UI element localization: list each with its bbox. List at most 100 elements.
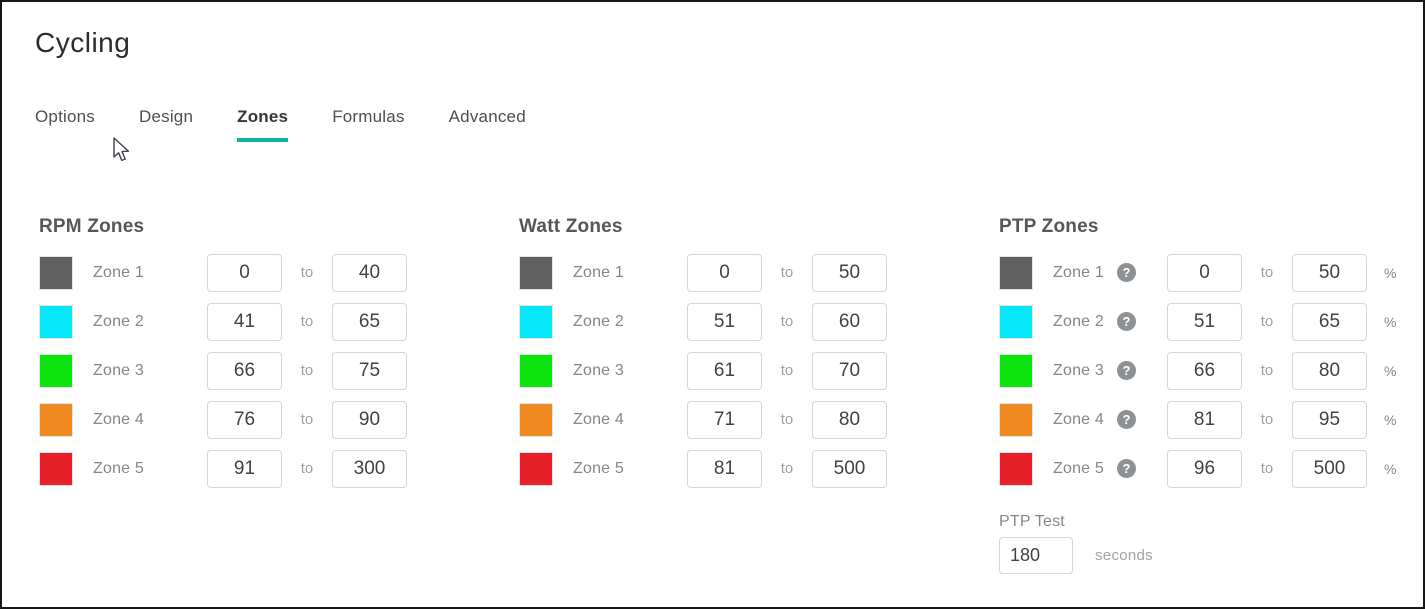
zone-from-input[interactable]	[1167, 351, 1242, 390]
zone-row: Zone 4 to	[519, 395, 999, 444]
zone-row: Zone 1 to	[39, 248, 519, 297]
to-label: to	[1260, 460, 1274, 477]
to-label: to	[300, 411, 314, 428]
zone-from-input[interactable]	[1167, 302, 1242, 341]
section-title: PTP Zones	[999, 216, 1099, 237]
tab-bar: Options Design Zones Formulas Advanced	[35, 107, 1423, 142]
zone-label: Zone 4	[1053, 410, 1105, 428]
zones-content: RPM Zones Zone 1 to Zone 2 to	[39, 216, 1423, 574]
rpm-zones-section: RPM Zones Zone 1 to Zone 2 to	[39, 216, 519, 574]
zone-label: Zone 5	[93, 459, 145, 477]
zone-label: Zone 3	[1053, 361, 1105, 379]
zone-from-input[interactable]	[1167, 449, 1242, 488]
zone-label: Zone 4	[93, 410, 145, 428]
zone-label: Zone 4	[573, 410, 625, 428]
zone-label: Zone 1	[1053, 263, 1105, 281]
zone-to-input[interactable]	[812, 449, 887, 488]
zone-color-swatch	[39, 353, 73, 388]
section-title: RPM Zones	[39, 216, 145, 237]
tab-advanced[interactable]: Advanced	[448, 107, 526, 126]
zone-from-input[interactable]	[1167, 253, 1242, 292]
to-label: to	[780, 460, 794, 477]
help-icon[interactable]: ?	[1117, 312, 1136, 331]
zone-color-swatch	[519, 402, 553, 437]
zone-label: Zone 5	[573, 459, 625, 477]
zone-from-input[interactable]	[1167, 400, 1242, 439]
zone-from-input[interactable]	[207, 449, 282, 488]
help-icon[interactable]: ?	[1117, 263, 1136, 282]
to-label: to	[780, 362, 794, 379]
zone-color-swatch	[39, 451, 73, 486]
zone-color-swatch	[39, 255, 73, 290]
help-icon[interactable]: ?	[1117, 361, 1136, 380]
zone-label: Zone 2	[1053, 312, 1105, 330]
to-label: to	[1260, 264, 1274, 281]
zone-row: Zone 3 ? to %	[999, 346, 1423, 395]
to-label: to	[780, 411, 794, 428]
tab-zones[interactable]: Zones	[237, 107, 289, 142]
zone-row: Zone 2 to	[39, 297, 519, 346]
to-label: to	[780, 264, 794, 281]
zone-to-input[interactable]	[332, 302, 407, 341]
zone-row: Zone 4 ? to %	[999, 395, 1423, 444]
zone-from-input[interactable]	[207, 253, 282, 292]
zone-row: Zone 1 ? to %	[999, 248, 1423, 297]
zone-color-swatch	[519, 451, 553, 486]
zone-from-input[interactable]	[207, 400, 282, 439]
zone-to-input[interactable]	[812, 351, 887, 390]
zone-label: Zone 3	[573, 361, 625, 379]
zone-to-input[interactable]	[1292, 449, 1367, 488]
zone-row: Zone 2 ? to %	[999, 297, 1423, 346]
zone-color-swatch	[519, 304, 553, 339]
ptp-zones-section: PTP Zones Zone 1 ? to % Zone 2 ? to	[999, 216, 1423, 574]
to-label: to	[300, 313, 314, 330]
zone-to-input[interactable]	[332, 351, 407, 390]
zone-color-swatch	[999, 451, 1033, 486]
section-title: Watt Zones	[519, 216, 623, 237]
page-title: Cycling	[35, 27, 131, 58]
to-label: to	[300, 264, 314, 281]
zone-to-input[interactable]	[812, 253, 887, 292]
zone-color-swatch	[519, 255, 553, 290]
percent-label: %	[1384, 411, 1397, 428]
zone-to-input[interactable]	[332, 449, 407, 488]
tab-options[interactable]: Options	[35, 107, 95, 126]
zone-row: Zone 3 to	[39, 346, 519, 395]
zone-label: Zone 2	[573, 312, 625, 330]
help-icon[interactable]: ?	[1117, 410, 1136, 429]
to-label: to	[1260, 362, 1274, 379]
seconds-label: seconds	[1095, 547, 1153, 564]
zone-row: Zone 5 ? to %	[999, 444, 1423, 493]
ptp-test-group: PTP Test seconds	[999, 513, 1423, 574]
zone-color-swatch	[999, 304, 1033, 339]
zone-to-input[interactable]	[1292, 351, 1367, 390]
zone-to-input[interactable]	[812, 400, 887, 439]
to-label: to	[1260, 411, 1274, 428]
zone-from-input[interactable]	[687, 302, 762, 341]
tab-formulas[interactable]: Formulas	[332, 107, 405, 126]
to-label: to	[1260, 313, 1274, 330]
to-label: to	[300, 460, 314, 477]
zone-from-input[interactable]	[687, 351, 762, 390]
tab-design[interactable]: Design	[139, 107, 194, 126]
zone-from-input[interactable]	[207, 302, 282, 341]
ptp-test-input[interactable]	[999, 537, 1073, 574]
zone-to-input[interactable]	[1292, 400, 1367, 439]
to-label: to	[780, 313, 794, 330]
zone-to-input[interactable]	[812, 302, 887, 341]
zone-label: Zone 1	[93, 263, 145, 281]
zone-row: Zone 2 to	[519, 297, 999, 346]
zone-to-input[interactable]	[1292, 253, 1367, 292]
zone-to-input[interactable]	[332, 253, 407, 292]
zone-to-input[interactable]	[332, 400, 407, 439]
zone-to-input[interactable]	[1292, 302, 1367, 341]
zone-from-input[interactable]	[687, 253, 762, 292]
zone-from-input[interactable]	[687, 449, 762, 488]
zone-label: Zone 3	[93, 361, 145, 379]
zone-color-swatch	[999, 255, 1033, 290]
help-icon[interactable]: ?	[1117, 459, 1136, 478]
zone-from-input[interactable]	[207, 351, 282, 390]
zone-color-swatch	[519, 353, 553, 388]
percent-label: %	[1384, 362, 1397, 379]
zone-from-input[interactable]	[687, 400, 762, 439]
